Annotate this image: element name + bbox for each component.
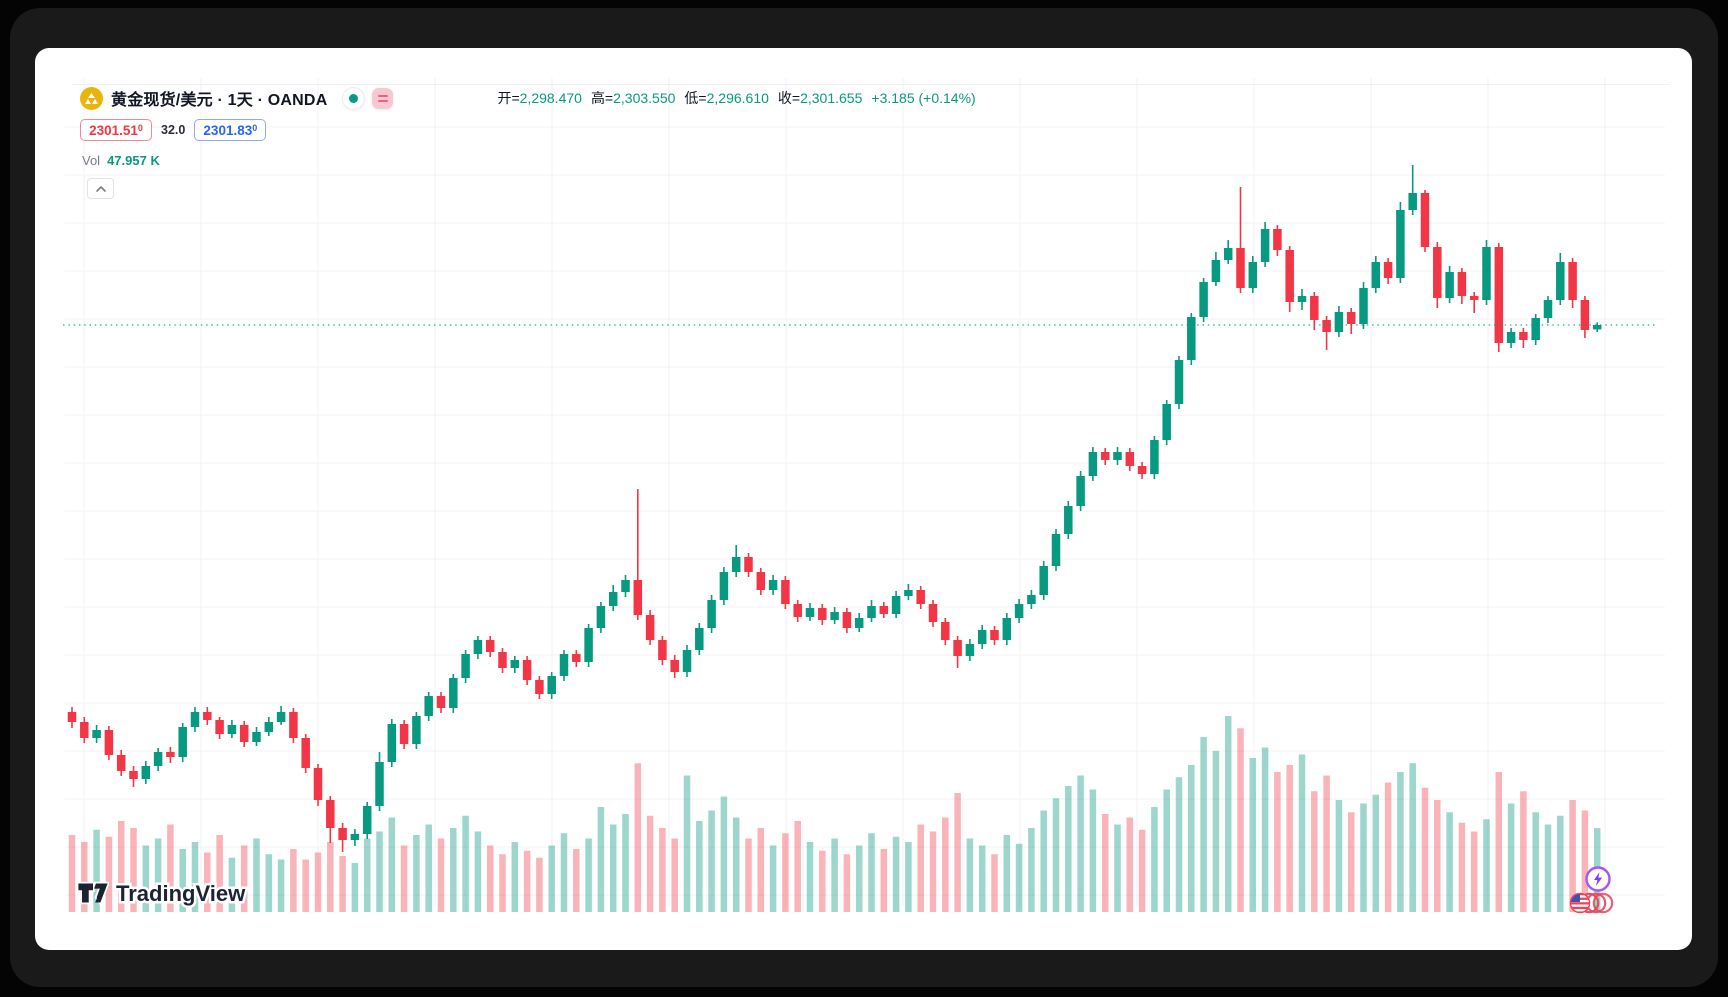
change-value: +3.185 (+0.14%)	[871, 90, 976, 106]
sell-bid-button[interactable]: 2301.51 0	[80, 119, 152, 141]
grid-layer	[65, 78, 1665, 906]
high-value: 2,303.550	[613, 90, 676, 106]
tradingview-mark-icon	[77, 881, 109, 907]
price-chart[interactable]	[35, 48, 1692, 950]
lightning-icon	[1585, 866, 1611, 892]
spread-value: 32.0	[161, 123, 186, 137]
open-label: 开=	[497, 90, 520, 106]
tradingview-logo[interactable]: TradingView	[77, 874, 276, 912]
ask-sup-digit: 0	[252, 123, 258, 133]
tradingview-wordmark: TradingView	[116, 879, 249, 909]
quote-row: 2301.51 0 32.0 2301.83 0	[80, 118, 267, 142]
symbol-title[interactable]: 黄金现货/美元 · 1天 · OANDA	[111, 92, 328, 109]
us-flag-events-icon	[1569, 892, 1614, 914]
gold-symbol-icon	[80, 86, 103, 110]
ohlc-legend: 开=2,298.470 高=2,303.550 低=2,296.610 收=2,…	[497, 88, 975, 108]
chevron-up-icon	[95, 185, 106, 192]
low-label: 低=	[684, 90, 707, 106]
market-open-dot-icon	[349, 93, 359, 103]
economic-events-markers[interactable]	[1569, 891, 1621, 920]
chart-panel: 黄金现货/美元 · 1天 · OANDA 开=2,298.470 高=2,303…	[35, 48, 1692, 950]
volume-layer	[68, 716, 1601, 912]
ask-price: 2301.83	[203, 122, 253, 138]
bid-sup-digit: 0	[137, 123, 143, 133]
market-status-icon	[343, 87, 365, 109]
symbol-flag-button[interactable]	[372, 87, 394, 109]
event-lightning-marker[interactable]	[1584, 865, 1612, 898]
tradingview-logo-text: TradingView	[116, 881, 246, 906]
high-label: 高=	[590, 90, 614, 106]
pane-top-divider	[72, 84, 1670, 85]
close-label: 收=	[777, 90, 801, 106]
collapse-legend-button[interactable]	[87, 178, 114, 199]
app-window: 黄金现货/美元 · 1天 · OANDA 开=2,298.470 高=2,303…	[10, 8, 1718, 987]
open-value: 2,298.470	[519, 90, 582, 106]
symbol-header: 黄金现货/美元 · 1天 · OANDA 开=2,298.470 高=2,303…	[80, 86, 976, 110]
low-value: 2,296.610	[706, 90, 769, 106]
volume-row: Vol 47.957 K	[82, 151, 160, 169]
close-value: 2,301.655	[800, 90, 863, 106]
bid-price: 2301.51	[89, 122, 138, 138]
buy-ask-button[interactable]: 2301.83 0	[194, 119, 267, 141]
candles-layer	[67, 164, 1602, 852]
volume-value: 47.957 K	[107, 152, 160, 168]
volume-label: Vol	[82, 152, 101, 168]
